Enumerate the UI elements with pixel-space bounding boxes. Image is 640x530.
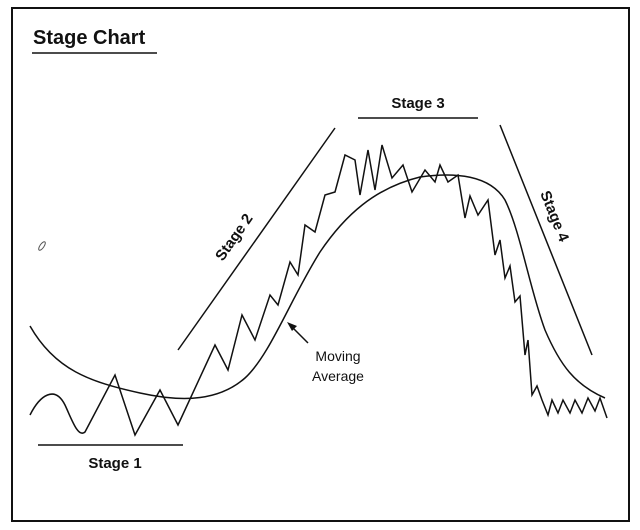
stage-4-line [499,124,593,356]
stage-label: Stage 1 [88,455,141,472]
annotation-text: Average [312,368,364,384]
moving-average-line [29,174,606,400]
pencil-mark [38,241,46,251]
price-line [29,144,608,437]
title: Stage Chart [33,27,146,49]
stage-label: Stage 3 [391,95,444,112]
frame [11,7,630,522]
annotation-text: Moving [315,348,360,364]
arrow-head [287,322,297,331]
stage-2-line [177,127,336,351]
